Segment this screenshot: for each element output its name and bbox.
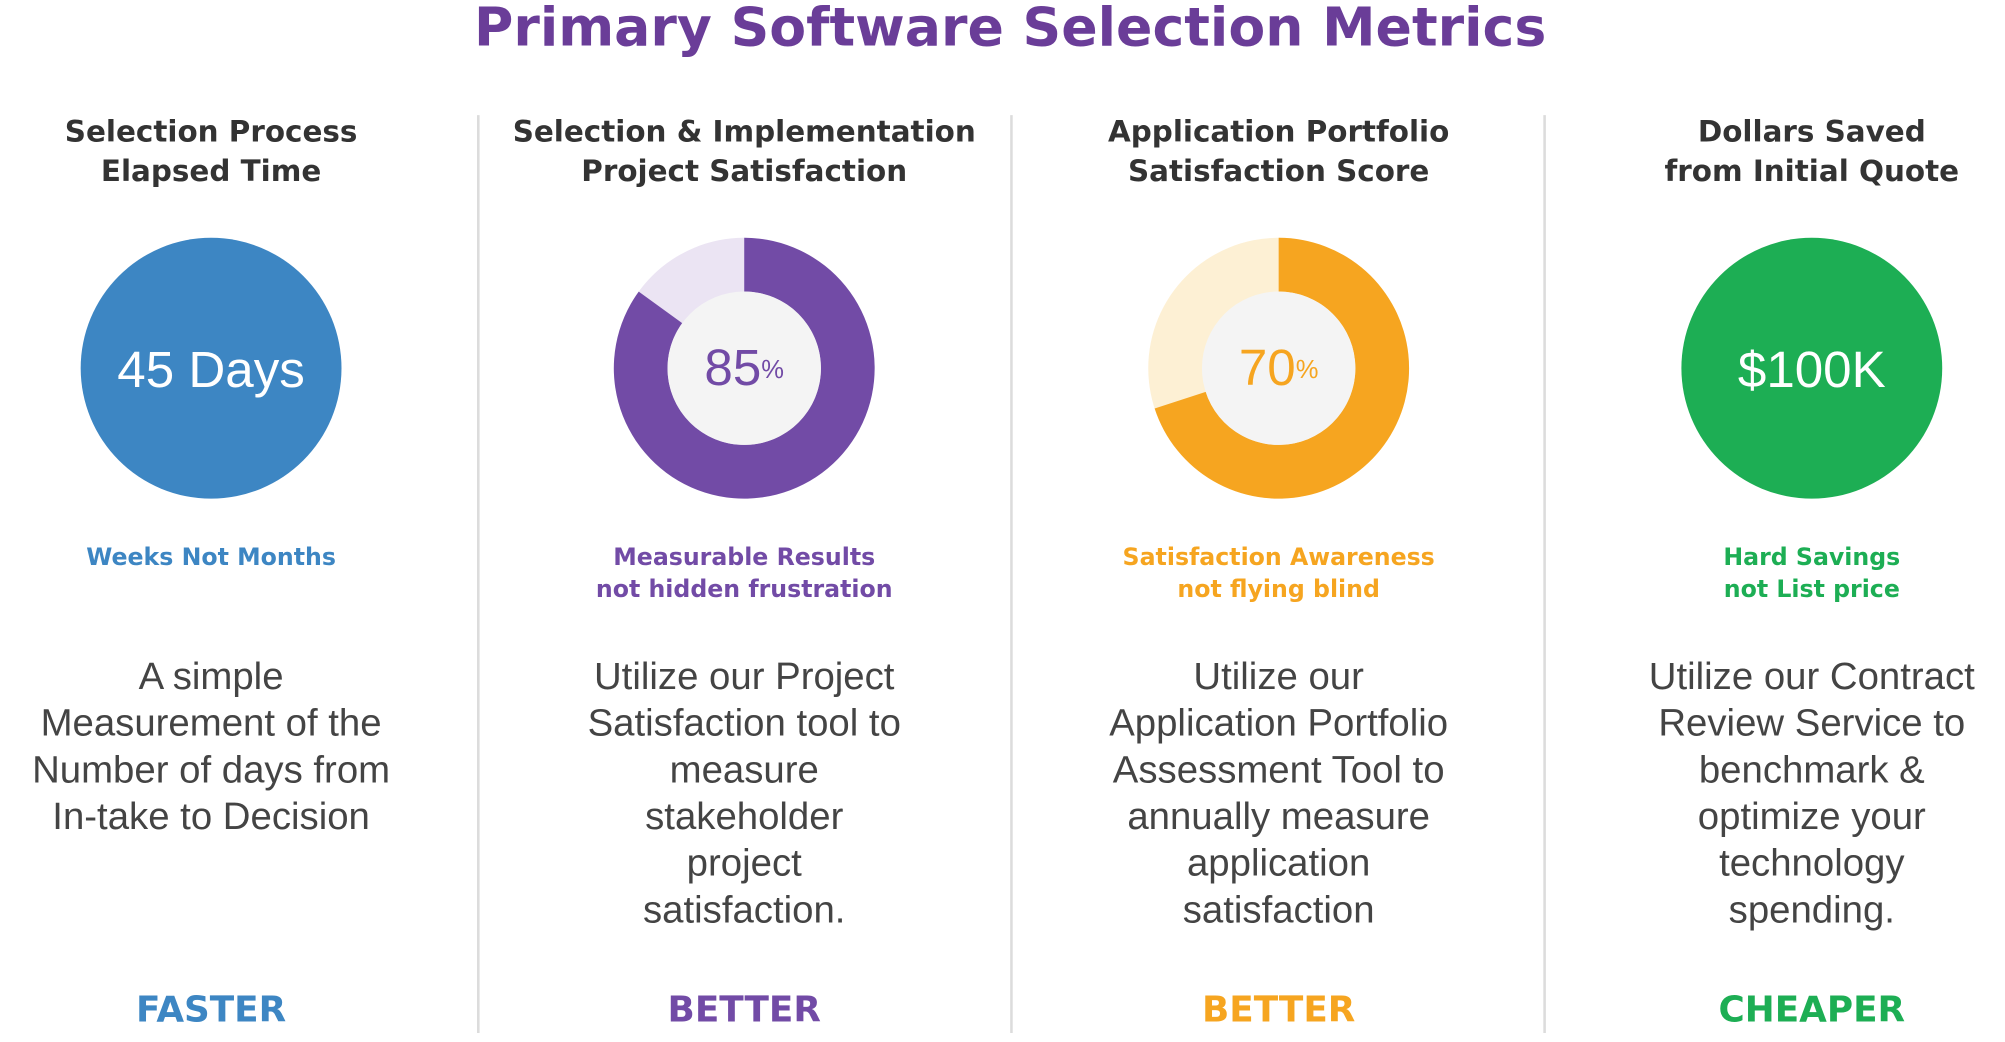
description: Application Portfolio xyxy=(1109,702,1448,745)
column-heading: Elapsed Time xyxy=(101,154,321,188)
description: annually measure xyxy=(1127,795,1430,838)
description: In-take to Decision xyxy=(52,795,370,838)
description: Review Service to xyxy=(1658,702,1965,745)
tagline: Measurable Results xyxy=(613,543,875,571)
tagline: Weeks Not Months xyxy=(86,543,336,571)
description: Number of days from xyxy=(32,748,390,791)
description: satisfaction. xyxy=(643,888,845,931)
description: measure xyxy=(670,748,819,791)
metric-value: 45 Days xyxy=(117,341,305,398)
column-heading: from Initial Quote xyxy=(1664,154,1959,188)
description: project xyxy=(687,842,802,885)
description: A simple xyxy=(139,655,284,698)
description: Utilize our xyxy=(1193,655,1364,698)
column-heading: Selection & Implementation xyxy=(513,114,976,148)
donut-hole xyxy=(1201,291,1356,445)
description: Measurement of the xyxy=(41,702,382,745)
tagline: Hard Savings xyxy=(1723,543,1900,571)
metric-unit: % xyxy=(1296,356,1319,384)
description: optimize your xyxy=(1698,795,1926,838)
page-title: Primary Software Selection Metrics xyxy=(474,0,1546,58)
column-heading: Satisfaction Score xyxy=(1128,154,1429,188)
metric-value: 85% xyxy=(704,338,784,395)
column-heading: Application Portfolio xyxy=(1108,114,1449,148)
tagline: not List price xyxy=(1724,575,1900,603)
description: satisfaction xyxy=(1183,888,1375,931)
metric-circle xyxy=(1681,237,1943,499)
metric-value: 70% xyxy=(1239,338,1319,395)
description: Satisfaction tool to xyxy=(588,702,901,745)
description: Utilize our Contract xyxy=(1649,655,1975,698)
description: benchmark & xyxy=(1699,748,1925,791)
column-heading: Selection Process xyxy=(65,114,358,148)
metric-value: $100K xyxy=(1738,341,1886,398)
description: technology xyxy=(1719,842,1905,885)
donut-arc xyxy=(1154,237,1410,499)
footer-word: CHEAPER xyxy=(1719,989,1906,1030)
tagline: not hidden frustration xyxy=(596,575,893,603)
footer-word: FASTER xyxy=(136,989,286,1030)
metric-circle xyxy=(80,237,342,499)
description: Utilize our Project xyxy=(594,655,895,698)
description: stakeholder xyxy=(645,795,843,838)
description: spending. xyxy=(1729,888,1895,931)
description: application xyxy=(1187,842,1370,885)
footer-word: BETTER xyxy=(668,989,821,1030)
footer-word: BETTER xyxy=(1202,989,1355,1030)
tagline: Satisfaction Awareness xyxy=(1123,543,1435,571)
description: Assessment Tool to xyxy=(1113,748,1445,791)
column-heading: Dollars Saved xyxy=(1698,114,1926,148)
metric-number: 70 xyxy=(1239,338,1296,395)
tagline: not flying blind xyxy=(1177,575,1380,603)
metric-number: 85 xyxy=(704,338,761,395)
column-heading: Project Satisfaction xyxy=(581,154,907,188)
metric-unit: % xyxy=(761,356,784,384)
donut-hole xyxy=(667,291,821,445)
donut-arc xyxy=(613,237,875,499)
